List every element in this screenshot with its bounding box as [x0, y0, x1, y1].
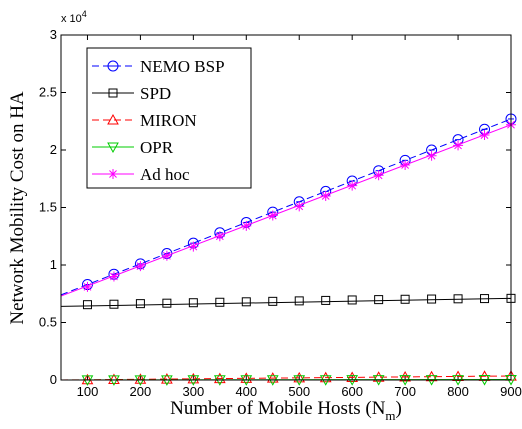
x-tick-label: 100	[77, 384, 99, 399]
data-point	[399, 370, 411, 382]
y-tick-label: 2	[50, 142, 57, 157]
data-point	[213, 372, 226, 384]
data-point	[108, 373, 120, 385]
data-point	[161, 373, 173, 384]
legend: NEMO BSP SPD MIRON OPR Ad hoc	[86, 47, 252, 189]
legend-item: NEMO BSP	[92, 57, 225, 76]
data-point	[268, 296, 278, 306]
data-point	[188, 298, 198, 308]
data-point	[453, 140, 464, 151]
x-tick-label: 800	[447, 384, 469, 399]
x-tick-label: 300	[183, 384, 205, 399]
x-axis-label: Number of Mobile Hosts (Nm)	[170, 398, 402, 423]
x-tick-label: 200	[130, 384, 152, 399]
data-point	[319, 371, 332, 383]
x-axis-label-suffix: )	[396, 398, 402, 419]
data-point	[135, 261, 146, 272]
series-spd	[60, 293, 516, 310]
x-axis-label-main: Number of Mobile Hosts (N	[170, 398, 386, 419]
data-point	[373, 170, 384, 181]
y-axis-label: Network Mobility Cost on HA	[7, 91, 28, 325]
x-tick-label: 900	[500, 384, 522, 399]
x-tick-label: 400	[235, 384, 257, 399]
data-point	[347, 180, 358, 191]
x-tick-label: 600	[341, 384, 363, 399]
y-tick-label: 3	[50, 27, 57, 42]
data-point	[425, 370, 438, 382]
data-point	[346, 371, 359, 382]
data-point	[426, 150, 437, 161]
data-point	[266, 372, 279, 383]
y-tick-label: 2.5	[39, 85, 57, 100]
series-ad-hoc	[60, 119, 516, 297]
y-tick-label: 0.5	[39, 315, 57, 330]
data-point	[162, 298, 172, 308]
legend-marker-ring	[107, 60, 119, 72]
data-point	[267, 210, 278, 221]
legend-marker	[108, 169, 118, 179]
y-tick-label: 1.5	[39, 200, 57, 215]
x-axis-label-subscript: m	[385, 408, 395, 423]
data-point	[81, 373, 94, 385]
data-point	[215, 297, 225, 307]
data-point	[372, 371, 385, 382]
data-point	[214, 231, 225, 242]
data-point	[294, 296, 304, 306]
data-point	[321, 295, 331, 305]
x-tick-label: 500	[288, 384, 310, 399]
data-point	[241, 297, 251, 307]
legend-marker	[107, 142, 119, 154]
data-point	[479, 130, 490, 141]
tick-labels: 100 200 300 400 500 600 700 800 900 0 0.5 1 1.5 2 2.5 3	[39, 27, 522, 399]
y-multiplier-exponent: 4	[82, 9, 87, 19]
legend-item: Ad hoc	[92, 165, 190, 184]
y-multiplier: x 104	[61, 9, 87, 25]
data-point	[374, 295, 384, 305]
y-tick-label: 0	[50, 372, 57, 387]
legend-item: MIRON	[92, 111, 197, 130]
legend-label: Ad hoc	[140, 165, 190, 184]
data-point	[188, 241, 199, 252]
plot-frame	[60, 34, 512, 381]
data-point	[161, 250, 172, 261]
legend-item: OPR	[92, 138, 174, 157]
data-point	[109, 299, 119, 309]
data-point	[82, 300, 92, 310]
legend-marker	[107, 60, 119, 72]
data-point	[108, 271, 119, 282]
data-point	[347, 295, 357, 305]
data-point	[293, 371, 306, 383]
data-point	[134, 373, 147, 384]
series-line	[60, 124, 512, 297]
legend-marker	[107, 113, 119, 125]
legend-marker	[108, 88, 118, 98]
data-point	[400, 294, 410, 304]
data-point	[427, 294, 437, 304]
data-point	[241, 220, 252, 231]
legend-item: SPD	[92, 84, 171, 103]
y-tick-label: 1	[50, 257, 57, 272]
data-point	[187, 372, 200, 384]
data-point	[240, 372, 253, 383]
data-point	[82, 281, 93, 292]
data-point	[294, 201, 305, 212]
legend-label: SPD	[140, 84, 171, 103]
data-point	[320, 191, 331, 201]
legend-label: NEMO BSP	[140, 57, 225, 76]
legend-label: OPR	[140, 138, 174, 157]
data-point	[480, 294, 490, 304]
data-point	[453, 294, 463, 304]
x-tick-label: 700	[394, 384, 416, 399]
data-point	[135, 299, 145, 309]
y-multiplier-base: x 10	[61, 13, 82, 25]
data-point	[400, 159, 411, 170]
legend-label: MIRON	[140, 111, 197, 130]
